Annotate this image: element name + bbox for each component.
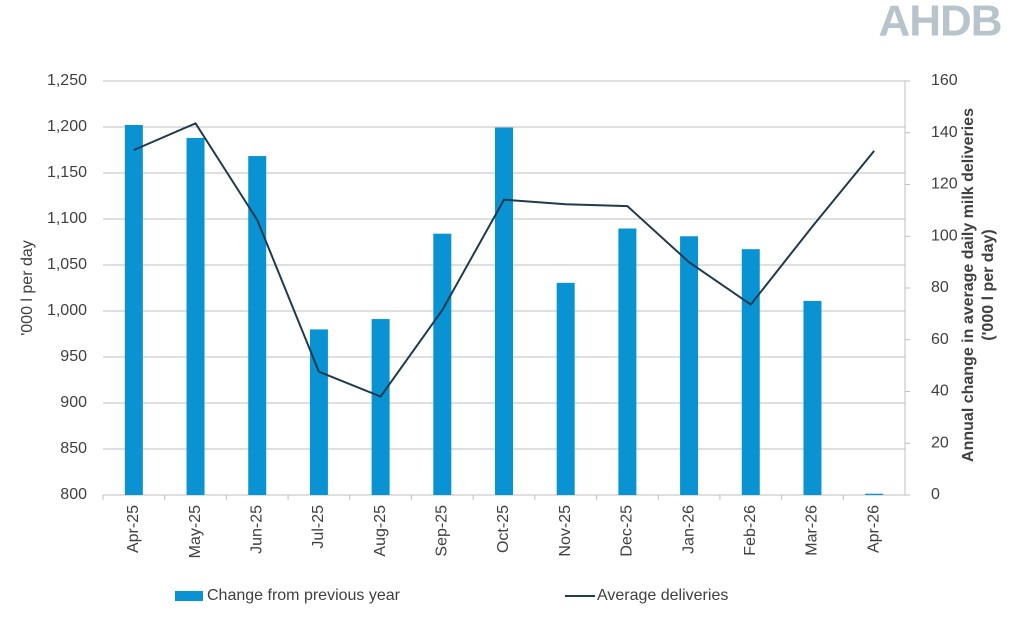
x-tick-label: Feb-26 xyxy=(742,505,759,556)
y2-tick-label: 140 xyxy=(931,124,958,141)
bar xyxy=(495,127,513,495)
y2-tick-label: 80 xyxy=(931,279,949,296)
legend-label: Average deliveries xyxy=(597,587,728,604)
x-tick-label: Jan-26 xyxy=(680,505,697,554)
x-tick-label: Dec-25 xyxy=(619,505,636,557)
y-tick-label: 1,200 xyxy=(47,118,87,135)
y2-axis-title: Annual change in average daily milk deli… xyxy=(960,108,977,462)
y-tick-label: 1,000 xyxy=(47,302,87,319)
y-tick-label: 850 xyxy=(60,440,87,457)
bar xyxy=(865,493,884,495)
bar xyxy=(309,329,328,495)
x-tick-label: Oct-25 xyxy=(495,505,512,553)
bar xyxy=(433,233,452,495)
x-tick-label: Mar-26 xyxy=(804,505,821,556)
x-tick-label: May-25 xyxy=(187,505,204,558)
y2-tick-label: 20 xyxy=(931,434,949,451)
x-tick-label: Jul-25 xyxy=(310,505,327,549)
bar xyxy=(680,236,699,495)
bar xyxy=(371,319,390,495)
line xyxy=(133,122,875,398)
x-tick-label: Apr-26 xyxy=(865,505,882,553)
y2-tick-label: 160 xyxy=(931,72,958,89)
y-tick-label: 900 xyxy=(60,394,87,411)
y-tick-label: 1,100 xyxy=(47,210,87,227)
y2-tick-label: 60 xyxy=(931,331,949,348)
logo: AHDB xyxy=(878,0,1001,46)
y-tick-label: 950 xyxy=(60,348,87,365)
y-tick-label: 1,150 xyxy=(47,164,87,181)
bar xyxy=(186,137,205,496)
y2-tick-label: 120 xyxy=(931,176,958,193)
y2-tick-label: 100 xyxy=(931,227,958,244)
bar xyxy=(741,249,760,495)
x-tick-label: Nov-25 xyxy=(557,505,574,557)
y2-tick-label: 40 xyxy=(931,383,949,400)
x-tick-label: Sep-25 xyxy=(434,505,451,557)
legend-swatch xyxy=(175,591,203,601)
y2-tick-label: 0 xyxy=(931,486,940,503)
x-tick-label: Jun-25 xyxy=(248,505,265,554)
y-tick-label: 800 xyxy=(60,486,87,503)
x-tick-label: Apr-25 xyxy=(125,505,142,553)
y-tick-label: 1,050 xyxy=(47,256,87,273)
legend-label: Change from previous year xyxy=(207,587,401,604)
y-tick-label: 1,250 xyxy=(47,72,87,89)
x-tick-label: Aug-25 xyxy=(372,505,389,557)
bar xyxy=(248,156,267,495)
bar xyxy=(803,300,822,495)
bar xyxy=(618,228,637,496)
bar xyxy=(556,282,575,495)
bar xyxy=(124,124,143,496)
y-axis-title: '000 l per day xyxy=(19,240,36,336)
y2-axis-title: ('000 l per day) xyxy=(980,229,997,340)
